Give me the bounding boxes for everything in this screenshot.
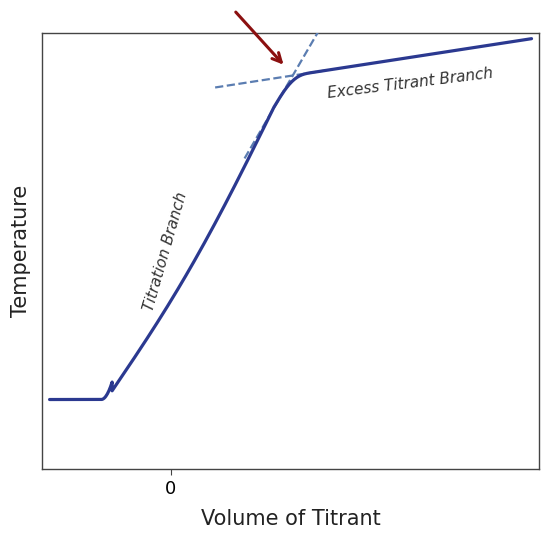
- Y-axis label: Temperature: Temperature: [11, 185, 31, 317]
- Text: Titration Branch: Titration Branch: [141, 190, 190, 312]
- Text: Excess Titrant Branch: Excess Titrant Branch: [327, 65, 494, 100]
- X-axis label: Volume of Titrant: Volume of Titrant: [201, 509, 381, 529]
